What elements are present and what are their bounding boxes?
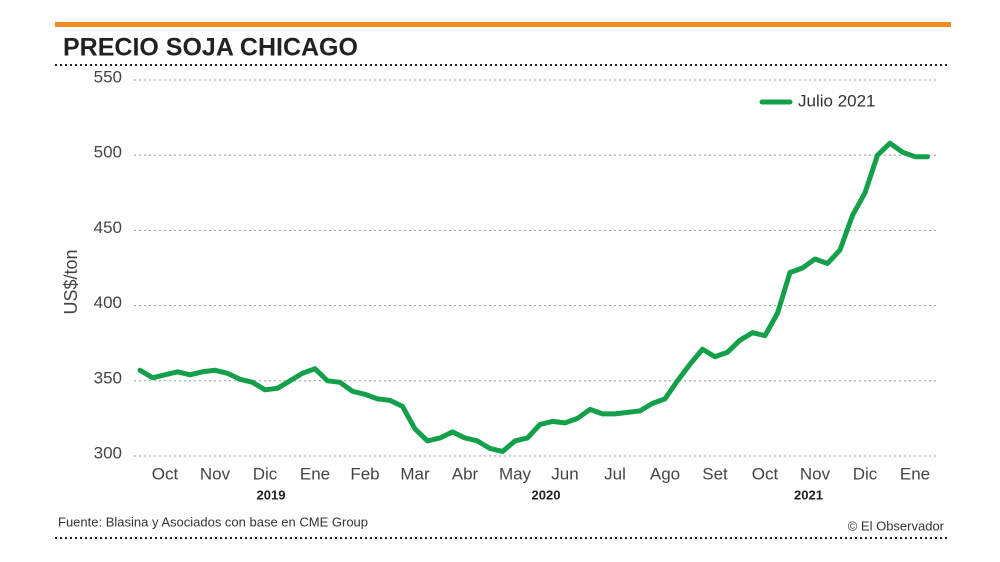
- x-tick-label: Dic: [253, 464, 278, 483]
- x-tick-label: Feb: [350, 464, 379, 483]
- x-tick-label: Abr: [452, 464, 479, 483]
- top-bar: [55, 22, 951, 27]
- x-tick-label: Oct: [152, 464, 179, 483]
- y-tick-label: 500: [94, 143, 122, 162]
- x-tick-label: Ene: [900, 464, 930, 483]
- y-tick-label: 400: [94, 293, 122, 312]
- source: Fuente: Blasina y Asociados con base en …: [58, 514, 368, 529]
- year-label: 2020: [532, 487, 561, 502]
- line-series: [137, 140, 930, 454]
- y-tick-label: 550: [94, 67, 122, 86]
- x-tick-label: Mar: [400, 464, 430, 483]
- x-tick-label: Nov: [200, 464, 231, 483]
- year-label: 2019: [257, 487, 286, 502]
- legend-label: Julio 2021: [798, 91, 876, 110]
- credit: © El Observador: [848, 518, 945, 533]
- x-tick-label: Set: [702, 464, 728, 483]
- x-tick-label: Jun: [551, 464, 578, 483]
- chart-title: PRECIO SOJA CHICAGO: [63, 34, 358, 62]
- x-tick-label: Jul: [604, 464, 626, 483]
- y-axis-label: US$/ton: [61, 249, 81, 314]
- y-tick-label: 350: [94, 368, 122, 387]
- y-tick-label: 300: [94, 443, 122, 462]
- y-tick-label: 450: [94, 218, 122, 237]
- year-label: 2021: [794, 487, 823, 502]
- x-tick-label: Ene: [300, 464, 330, 483]
- x-tick-label: Nov: [800, 464, 831, 483]
- x-tick-label: May: [499, 464, 532, 483]
- x-tick-label: Oct: [752, 464, 779, 483]
- x-tick-label: Dic: [853, 464, 878, 483]
- x-tick-label: Ago: [650, 464, 680, 483]
